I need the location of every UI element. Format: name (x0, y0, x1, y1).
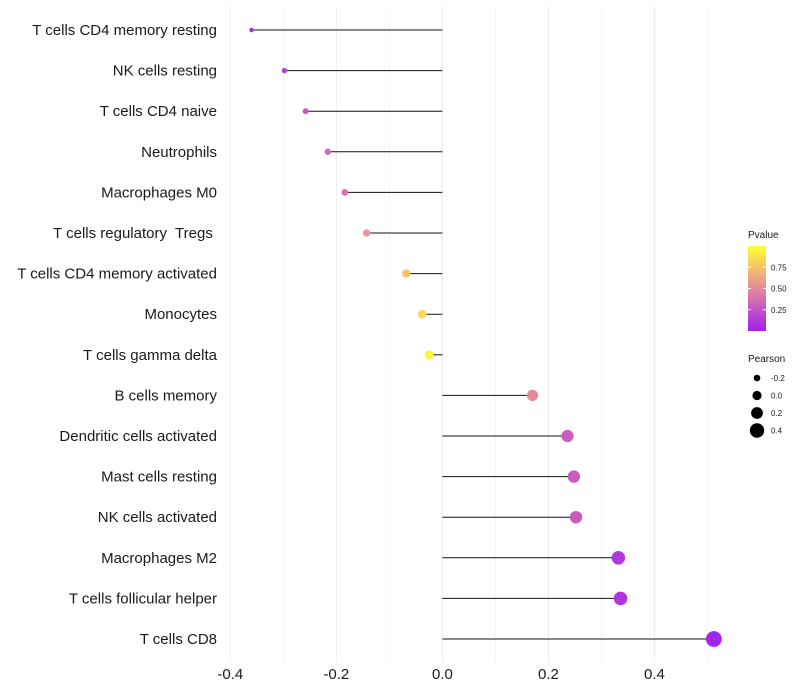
size-legend-label: 0.0 (771, 392, 783, 401)
y-axis-label: B cells memory (114, 387, 217, 404)
y-axis-label: T cells CD4 memory activated (17, 266, 217, 283)
y-axis-label: Macrophages M0 (101, 184, 217, 201)
data-point (302, 108, 309, 115)
data-point (402, 269, 411, 278)
lollipop-stems (251, 29, 714, 640)
y-axis-label: Macrophages M2 (101, 550, 217, 567)
pearson-legend: Pearson -0.2 0.0 0.2 0.4 (748, 354, 785, 438)
y-axis-label: T cells CD8 (140, 631, 217, 648)
x-tick-label: 0.2 (538, 666, 559, 683)
data-point (424, 350, 434, 360)
pvalue-legend-title: Pvalue (748, 230, 779, 241)
colorbar-tick-label: 0.75 (771, 263, 787, 272)
pvalue-legend: Pvalue 0.75 0.50 0.25 (748, 230, 787, 331)
x-tick-label: -0.2 (323, 666, 349, 683)
data-point (567, 470, 581, 483)
y-axis-label: T cells gamma delta (83, 347, 218, 364)
data-point (569, 510, 583, 524)
y-axis-label: T cells follicular helper (69, 590, 217, 607)
x-tick-label: 0.0 (432, 666, 453, 683)
y-axis-label: NK cells resting (113, 63, 217, 80)
y-axis-label: Dendritic cells activated (59, 428, 217, 445)
y-axis-label: T cells CD4 memory resting (32, 22, 217, 39)
y-axis-label: NK cells activated (98, 509, 217, 526)
size-legend-key (749, 423, 765, 438)
data-point (249, 27, 254, 33)
data-point (526, 389, 539, 402)
lollipop-points (249, 27, 722, 647)
y-axis-label: Monocytes (144, 306, 217, 323)
plot-grid (229, 6, 708, 662)
size-legend-label: 0.2 (771, 409, 783, 418)
x-tick-label: -0.4 (217, 666, 243, 683)
size-legend-key (752, 390, 762, 401)
size-legend-label: 0.4 (771, 427, 783, 436)
data-point (561, 429, 574, 443)
x-tick-label: 0.4 (644, 666, 665, 683)
data-point (611, 551, 626, 565)
y-axis-label: Mast cells resting (101, 469, 217, 486)
pvalue-colorbar (748, 246, 766, 331)
size-legend-key (751, 407, 763, 419)
colorbar-tick-label: 0.50 (771, 285, 787, 294)
pearson-legend-title: Pearson (748, 354, 785, 365)
y-axis-labels: T cells CD4 memory resting NK cells resti… (17, 22, 217, 648)
colorbar-tick-label: 0.25 (771, 306, 787, 315)
x-axis-tick-labels: -0.4 -0.2 0.0 0.2 0.4 (217, 666, 665, 683)
data-point (341, 188, 349, 196)
data-point (417, 309, 427, 319)
y-axis-label: Neutrophils (141, 144, 217, 161)
size-legend-key (753, 374, 761, 382)
data-point (362, 229, 371, 237)
data-point (613, 591, 628, 606)
size-legend-label: -0.2 (771, 374, 785, 383)
y-axis-label: T cells CD4 naive (100, 103, 217, 120)
y-axis-label: T cells regulatory Tregs (53, 225, 217, 242)
data-point (281, 67, 288, 74)
data-point (324, 148, 332, 155)
data-point (705, 631, 722, 647)
